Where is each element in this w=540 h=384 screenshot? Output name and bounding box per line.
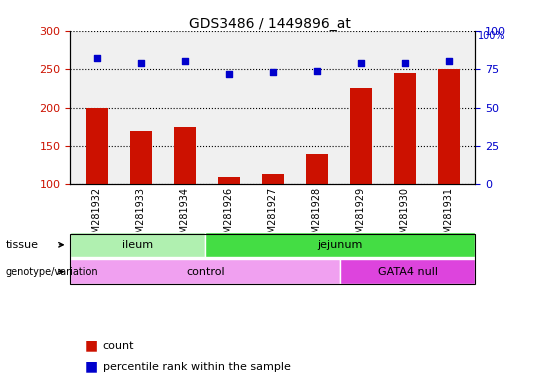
Point: [268, 69, 277, 75]
Text: count: count: [103, 341, 134, 351]
Text: control: control: [186, 266, 225, 277]
Point: [180, 58, 189, 65]
Text: 100%: 100%: [478, 31, 505, 41]
Bar: [262, 174, 284, 184]
Bar: [218, 177, 240, 184]
Text: ■: ■: [85, 339, 98, 353]
Bar: [350, 88, 372, 184]
Bar: [438, 69, 460, 184]
Text: GDS3486 / 1449896_at: GDS3486 / 1449896_at: [189, 17, 351, 31]
Point: [224, 71, 233, 77]
Text: tissue: tissue: [5, 240, 38, 250]
Point: [92, 55, 101, 61]
Text: GATA4 null: GATA4 null: [377, 266, 438, 277]
Bar: [130, 131, 152, 184]
Text: ■: ■: [85, 360, 98, 374]
Point: [313, 68, 321, 74]
Bar: [394, 73, 416, 184]
Text: percentile rank within the sample: percentile rank within the sample: [103, 362, 291, 372]
Point: [356, 60, 365, 66]
Point: [444, 58, 453, 65]
Point: [136, 60, 145, 66]
Point: [401, 60, 409, 66]
Bar: [86, 108, 107, 184]
Text: jejunum: jejunum: [318, 240, 363, 250]
Bar: [174, 127, 195, 184]
Text: ileum: ileum: [122, 240, 153, 250]
Text: genotype/variation: genotype/variation: [5, 266, 98, 277]
Bar: [306, 154, 328, 184]
